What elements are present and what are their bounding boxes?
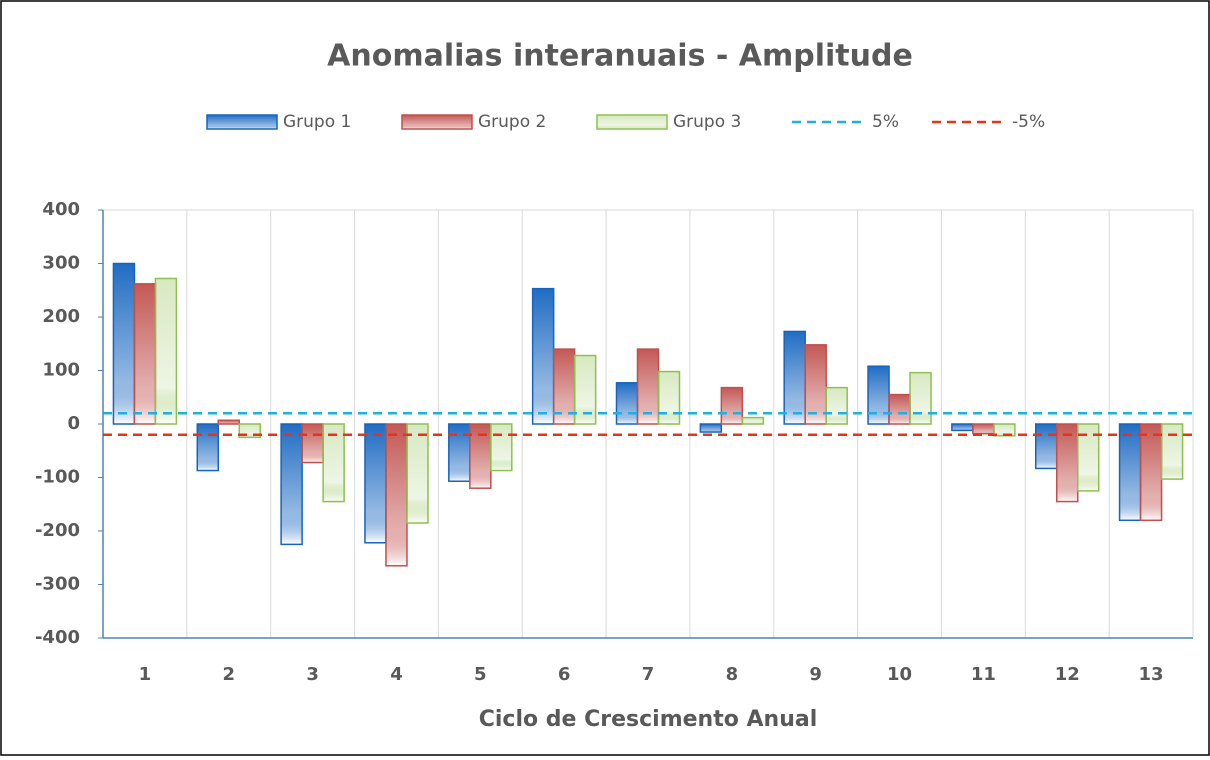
y-tick-label: 200 <box>42 306 80 327</box>
bar <box>825 386 848 425</box>
bar <box>406 423 429 524</box>
x-tick-label: 2 <box>223 664 236 685</box>
bar <box>909 371 932 425</box>
legend-label: -5% <box>1012 112 1045 132</box>
bar <box>804 344 827 425</box>
bar <box>364 423 387 544</box>
x-tick-label: 10 <box>887 664 912 685</box>
bar <box>951 423 974 432</box>
bar <box>1118 423 1142 522</box>
legend-label: 5% <box>872 112 899 132</box>
y-tick-label: -200 <box>35 520 80 541</box>
bar <box>531 287 555 425</box>
bar <box>1076 423 1100 492</box>
chart-title: Anomalias interanuais - Amplitude <box>327 39 913 74</box>
x-axis-title: Ciclo de Crescimento Anual <box>479 707 818 732</box>
bar <box>972 423 995 435</box>
legend-swatch <box>596 114 668 130</box>
legend-label: Grupo 1 <box>283 112 351 132</box>
x-tick-label: 8 <box>726 664 739 685</box>
bar <box>112 262 136 425</box>
legend-label: Grupo 2 <box>478 112 546 132</box>
bar <box>196 423 220 472</box>
y-tick-label: 300 <box>42 253 80 274</box>
bar <box>322 423 345 503</box>
y-tick-label: -400 <box>35 627 80 648</box>
bar <box>657 370 681 425</box>
x-tick-label: 12 <box>1055 664 1080 685</box>
legend-label: Grupo 3 <box>673 112 741 132</box>
bar <box>301 423 324 464</box>
x-tick-label: 9 <box>809 664 822 685</box>
legend-swatch <box>206 114 278 130</box>
x-tick-label: 4 <box>390 664 403 685</box>
bar <box>490 423 513 472</box>
bar <box>133 283 157 425</box>
bar <box>217 419 241 425</box>
x-tick-label: 11 <box>971 664 996 685</box>
bar <box>385 423 408 567</box>
bar <box>573 354 597 425</box>
x-tick-label: 7 <box>642 664 655 685</box>
x-tick-label: 13 <box>1139 664 1164 685</box>
bar <box>720 386 744 425</box>
bar <box>1160 423 1184 480</box>
bar <box>615 382 639 425</box>
bar <box>154 277 178 425</box>
bar <box>1034 423 1058 470</box>
bar <box>741 416 765 425</box>
x-tick-label: 1 <box>139 664 152 685</box>
bar <box>1139 423 1163 522</box>
bar <box>448 423 471 482</box>
y-tick-label: 100 <box>42 360 80 381</box>
bar <box>783 330 806 425</box>
y-tick-label: -100 <box>35 467 80 488</box>
bar <box>867 365 890 425</box>
y-tick-label: -300 <box>35 574 80 595</box>
x-tick-label: 5 <box>474 664 487 685</box>
bar <box>699 423 723 433</box>
bar <box>280 423 303 546</box>
y-tick-label: 0 <box>67 413 80 434</box>
x-tick-label: 3 <box>306 664 319 685</box>
legend-swatch <box>401 114 473 130</box>
y-tick-label: 400 <box>42 199 80 220</box>
x-tick-label: 6 <box>558 664 571 685</box>
bar <box>888 393 911 425</box>
